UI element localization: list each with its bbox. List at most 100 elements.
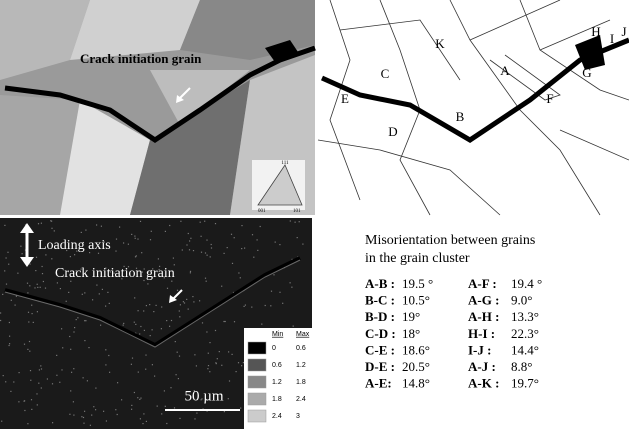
speckle-dot bbox=[131, 364, 132, 365]
pair: C-D : bbox=[365, 326, 396, 341]
speckle-dot bbox=[144, 330, 145, 331]
speckle-dot bbox=[37, 311, 38, 312]
speckle-dot bbox=[109, 303, 110, 304]
speckle-dot bbox=[96, 224, 97, 225]
speckle-dot bbox=[36, 257, 37, 258]
angle: 13.3° bbox=[511, 309, 539, 324]
speckle-dot bbox=[99, 293, 100, 294]
speckle-dot bbox=[27, 283, 28, 284]
speckle-dot bbox=[205, 278, 206, 279]
speckle-dot bbox=[84, 340, 85, 341]
speckle-dot bbox=[131, 405, 132, 406]
speckle-dot bbox=[134, 392, 135, 393]
speckle-dot bbox=[92, 299, 93, 300]
pair: A-G : bbox=[468, 293, 499, 308]
speckle-dot bbox=[179, 316, 180, 317]
speckle-dot bbox=[51, 258, 52, 259]
angle: 19.4 ° bbox=[511, 276, 542, 291]
speckle-dot bbox=[108, 355, 109, 356]
speckle-dot bbox=[0, 320, 1, 321]
speckle-dot bbox=[215, 223, 216, 224]
speckle-dot bbox=[166, 320, 167, 321]
speckle-dot bbox=[275, 242, 276, 243]
speckle-dot bbox=[30, 380, 31, 381]
angle: 18° bbox=[402, 326, 420, 341]
speckle-dot bbox=[204, 221, 205, 222]
speckle-dot bbox=[83, 417, 84, 418]
legend-swatch bbox=[248, 342, 266, 354]
speckle-dot bbox=[115, 409, 116, 410]
speckle-dot bbox=[101, 226, 102, 227]
legend-swatch bbox=[248, 410, 266, 422]
speckle-dot bbox=[43, 281, 44, 282]
speckle-dot bbox=[169, 326, 170, 327]
speckle-dot bbox=[174, 264, 175, 265]
speckle-dot bbox=[27, 349, 28, 350]
speckle-dot bbox=[135, 324, 136, 325]
grain-label: I bbox=[610, 31, 614, 46]
speckle-dot bbox=[95, 409, 96, 410]
speckle-dot bbox=[66, 301, 67, 302]
speckle-dot bbox=[223, 321, 224, 322]
pair: H-I : bbox=[468, 326, 495, 341]
speckle-dot bbox=[29, 285, 30, 286]
speckle-dot bbox=[85, 320, 86, 321]
speckle-dot bbox=[157, 406, 158, 407]
grain-label: K bbox=[435, 36, 445, 51]
speckle-dot bbox=[30, 370, 31, 371]
speckle-dot bbox=[140, 418, 141, 419]
speckle-dot bbox=[41, 223, 42, 224]
speckle-dot bbox=[73, 401, 74, 402]
speckle-dot bbox=[167, 288, 168, 289]
speckle-dot bbox=[188, 309, 189, 310]
speckle-dot bbox=[152, 364, 153, 365]
speckle-dot bbox=[211, 244, 212, 245]
speckle-dot bbox=[57, 282, 58, 283]
pair: C-E : bbox=[365, 342, 395, 357]
speckle-dot bbox=[279, 244, 280, 245]
speckle-dot bbox=[228, 398, 229, 399]
speckle-dot bbox=[31, 409, 32, 410]
speckle-dot bbox=[28, 321, 29, 322]
legend-value: 0 bbox=[272, 345, 276, 352]
speckle-dot bbox=[260, 226, 261, 227]
speckle-dot bbox=[71, 372, 72, 373]
speckle-dot bbox=[117, 414, 118, 415]
speckle-dot bbox=[1, 421, 2, 422]
pair: A-J : bbox=[468, 359, 496, 374]
speckle-dot bbox=[0, 312, 1, 313]
speckle-dot bbox=[30, 264, 31, 265]
label: Crack initiation grain bbox=[55, 266, 175, 281]
legend-header: Min bbox=[272, 331, 283, 338]
speckle-dot bbox=[154, 376, 155, 377]
speckle-dot bbox=[196, 413, 197, 414]
speckle-dot bbox=[200, 222, 201, 223]
pair: A-E: bbox=[365, 376, 392, 391]
grain-label: B bbox=[456, 109, 465, 124]
speckle-dot bbox=[143, 413, 144, 414]
grain-label: C bbox=[381, 66, 390, 81]
speckle-dot bbox=[225, 321, 226, 322]
speckle-dot bbox=[199, 300, 200, 301]
speckle-dot bbox=[293, 326, 294, 327]
speckle-dot bbox=[70, 349, 71, 350]
pair: D-E : bbox=[365, 359, 395, 374]
angle: 9.0° bbox=[511, 293, 532, 308]
speckle-dot bbox=[85, 230, 86, 231]
speckle-dot bbox=[123, 242, 124, 243]
pair: A-K : bbox=[468, 376, 499, 391]
speckle-dot bbox=[166, 423, 167, 424]
angle: 19° bbox=[402, 309, 420, 324]
speckle-dot bbox=[206, 331, 207, 332]
speckle-dot bbox=[273, 274, 274, 275]
speckle-dot bbox=[141, 252, 142, 253]
speckle-dot bbox=[180, 304, 181, 305]
speckle-dot bbox=[134, 297, 135, 298]
speckle-dot bbox=[103, 411, 104, 412]
speckle-dot bbox=[271, 291, 272, 292]
speckle-dot bbox=[9, 343, 10, 344]
speckle-dot bbox=[9, 345, 10, 346]
speckle-dot bbox=[60, 288, 61, 289]
speckle-dot bbox=[84, 411, 85, 412]
speckle-dot bbox=[241, 225, 242, 226]
